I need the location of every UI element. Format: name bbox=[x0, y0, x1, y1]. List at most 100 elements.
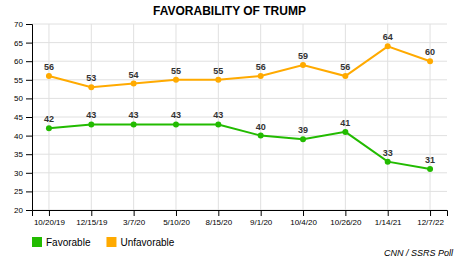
source: CNN / SSRS Poll bbox=[384, 248, 454, 258]
y-tick: 60 bbox=[14, 57, 32, 66]
x-tick: 12/7/22 bbox=[417, 210, 444, 227]
y-tick-label: 60 bbox=[14, 57, 23, 66]
data-label: 40 bbox=[256, 122, 266, 132]
x-tick-mark bbox=[430, 210, 431, 216]
y-tick-label: 40 bbox=[14, 132, 23, 141]
point bbox=[385, 159, 391, 165]
point bbox=[427, 58, 433, 64]
data-label: 33 bbox=[383, 148, 393, 158]
point bbox=[258, 133, 264, 139]
y-axis: 2025303540455055606570 bbox=[14, 20, 32, 215]
x-tick: 3/7/20 bbox=[123, 210, 146, 227]
x-tick-label: 10/26/20 bbox=[330, 218, 362, 227]
series-line bbox=[49, 46, 430, 87]
y-tick-label: 30 bbox=[14, 169, 23, 178]
grid-line bbox=[32, 172, 447, 173]
point bbox=[300, 62, 306, 68]
grid-line bbox=[32, 24, 447, 25]
point bbox=[258, 73, 264, 79]
x-tick-label: 8/15/20 bbox=[205, 218, 232, 227]
data-label: 56 bbox=[44, 62, 54, 72]
y-tick-mark bbox=[26, 210, 32, 211]
grid-line bbox=[32, 135, 447, 136]
data-label: 53 bbox=[86, 73, 96, 83]
data-label: 31 bbox=[425, 155, 435, 165]
x-tick-label: 10/4/20 bbox=[290, 218, 317, 227]
series-line bbox=[49, 124, 430, 169]
x-tick: 5/10/20 bbox=[163, 210, 190, 227]
y-tick-mark bbox=[26, 117, 32, 118]
legend-swatch bbox=[32, 237, 42, 247]
point bbox=[342, 129, 348, 135]
legend-label: Unfavorable bbox=[120, 237, 174, 248]
y-tick-label: 45 bbox=[14, 113, 23, 122]
x-tick-mark bbox=[91, 210, 92, 216]
x-tick-mark bbox=[303, 210, 304, 216]
y-tick: 45 bbox=[14, 113, 32, 122]
x-tick-label: 9/1/20 bbox=[250, 218, 273, 227]
data-label: 60 bbox=[425, 47, 435, 57]
x-tick-mark bbox=[388, 210, 389, 216]
point bbox=[342, 73, 348, 79]
grid-line bbox=[387, 24, 388, 210]
data-label: 41 bbox=[340, 118, 350, 128]
point bbox=[215, 77, 221, 83]
y-axis-line bbox=[26, 25, 33, 211]
x-axis-line bbox=[33, 211, 448, 217]
legend-item: Unfavorable bbox=[106, 237, 174, 248]
data-label: 64 bbox=[383, 32, 393, 42]
x-tick-mark bbox=[261, 210, 262, 216]
x-tick: 10/4/20 bbox=[290, 210, 317, 227]
x-axis: 10/20/19 12/15/19 3/7/20 5/10/20 8/15/20 9/1/… bbox=[33, 210, 448, 227]
grid-line bbox=[260, 24, 261, 210]
point bbox=[173, 121, 179, 127]
point bbox=[46, 73, 52, 79]
point bbox=[131, 121, 137, 127]
x-tick-mark bbox=[134, 210, 135, 216]
legend: Favorable Unfavorable bbox=[32, 237, 175, 248]
x-tick-mark bbox=[345, 210, 346, 216]
y-tick: 30 bbox=[14, 169, 32, 178]
y-tick-label: 20 bbox=[14, 206, 23, 215]
y-tick: 65 bbox=[14, 39, 32, 48]
data-label: 55 bbox=[171, 66, 181, 76]
x-tick: 1/14/21 bbox=[375, 210, 402, 227]
x-tick-label: 12/7/22 bbox=[417, 218, 444, 227]
grid bbox=[32, 24, 447, 210]
x-tick: 12/15/19 bbox=[76, 210, 108, 227]
title: FAVORABILITY OF TRUMP bbox=[153, 4, 306, 18]
x-tick-label: 3/7/20 bbox=[123, 218, 146, 227]
data-label: 59 bbox=[298, 51, 308, 61]
x-tick: 8/15/20 bbox=[205, 210, 232, 227]
y-tick: 20 bbox=[14, 206, 32, 215]
data-label: 39 bbox=[298, 125, 308, 135]
y-tick-mark bbox=[26, 61, 32, 62]
legend-label: Favorable bbox=[46, 237, 91, 248]
grid-line bbox=[32, 191, 447, 192]
data-label: 43 bbox=[129, 110, 139, 120]
legend-swatch bbox=[106, 237, 116, 247]
grid-line bbox=[32, 98, 447, 99]
y-tick-mark bbox=[26, 24, 32, 25]
marks bbox=[46, 43, 433, 172]
data-label: 56 bbox=[256, 62, 266, 72]
y-tick-mark bbox=[26, 191, 32, 192]
point bbox=[300, 136, 306, 142]
y-tick: 70 bbox=[14, 20, 32, 29]
x-tick-label: 1/14/21 bbox=[375, 218, 402, 227]
y-tick-label: 55 bbox=[14, 76, 23, 85]
x-tick-label: 12/15/19 bbox=[76, 218, 108, 227]
legend-item: Favorable bbox=[32, 237, 91, 248]
y-tick-label: 65 bbox=[14, 39, 23, 48]
chart: FAVORABILITY OF TRUMP 10/20/19 12/15/19 3/7… bbox=[0, 0, 459, 262]
data-label: 42 bbox=[44, 114, 54, 124]
x-tick-label: 5/10/20 bbox=[163, 218, 190, 227]
data-label: 56 bbox=[340, 62, 350, 72]
y-tick-label: 35 bbox=[14, 150, 23, 159]
point bbox=[46, 125, 52, 131]
point bbox=[215, 121, 221, 127]
data-label: 43 bbox=[171, 110, 181, 120]
y-tick: 40 bbox=[14, 132, 32, 141]
x-tick-label: 10/20/19 bbox=[34, 218, 66, 227]
y-tick: 25 bbox=[14, 187, 32, 196]
